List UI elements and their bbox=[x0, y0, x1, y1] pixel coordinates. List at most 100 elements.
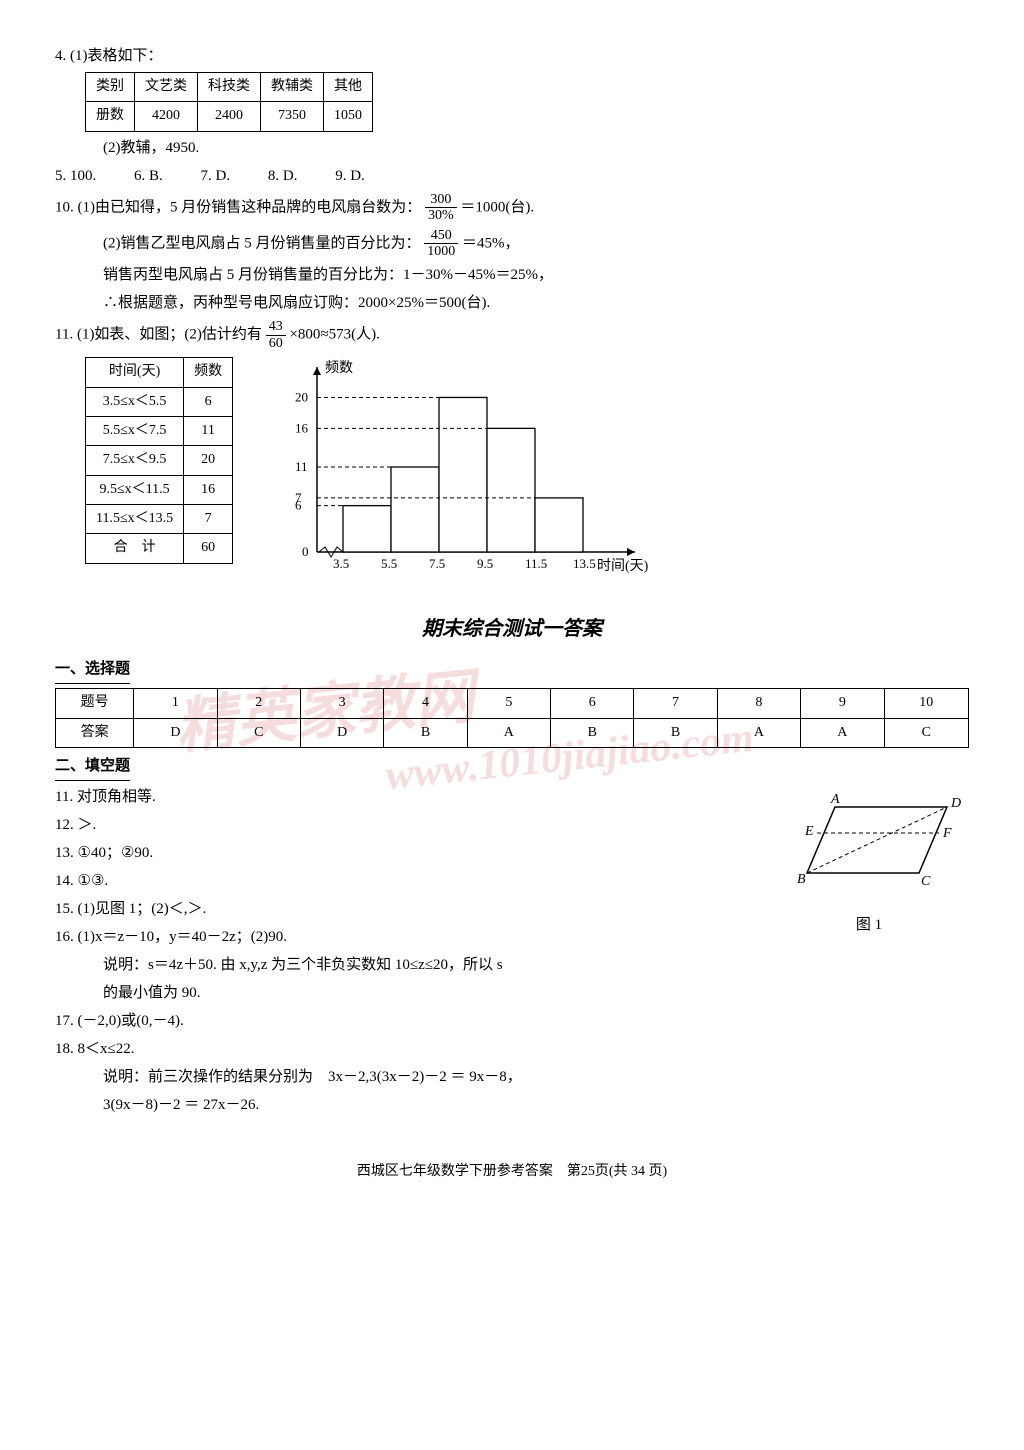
q4-v1: 2400 bbox=[198, 102, 261, 131]
ar9: A bbox=[801, 718, 884, 747]
ah5: 5 bbox=[467, 689, 550, 718]
q11-r11: 11 bbox=[184, 416, 233, 445]
q11-r01: 6 bbox=[184, 387, 233, 416]
q4-part2: (2)教辅，4950. bbox=[55, 136, 969, 160]
q11-table: 时间(天)频数 3.5≤x＜5.56 5.5≤x＜7.511 7.5≤x＜9.5… bbox=[85, 357, 233, 564]
ar4: B bbox=[384, 718, 467, 747]
q10-l2b: ＝45%， bbox=[462, 235, 520, 251]
q11-r21: 20 bbox=[184, 446, 233, 475]
exam-title: 期末综合测试一答案 bbox=[55, 613, 969, 645]
q11-frac: 4360 bbox=[266, 319, 286, 351]
histogram-svg: 频数时间(天)2016117603.55.57.59.511.513.5 bbox=[267, 357, 667, 587]
svg-text:5.5: 5.5 bbox=[381, 556, 397, 571]
svg-text:11: 11 bbox=[295, 459, 308, 474]
fig1-label: 图 1 bbox=[769, 913, 969, 937]
q10-f1d: 30% bbox=[425, 208, 457, 223]
q4-h0: 类别 bbox=[86, 73, 135, 102]
q10-l4: ∴根据题意，丙种型号电风扇应订购：2000×25%＝500(台). bbox=[55, 291, 969, 315]
ar5: A bbox=[467, 718, 550, 747]
ar10: C bbox=[884, 718, 968, 747]
ah9: 9 bbox=[801, 689, 884, 718]
ah0: 题号 bbox=[56, 689, 134, 718]
q10-l3: 销售丙型电风扇占 5 月份销售量的百分比为：1－30%－45%＝25%， bbox=[55, 263, 969, 287]
fig1-svg: A D B C E F bbox=[769, 785, 969, 905]
q11-r20: 7.5≤x＜9.5 bbox=[86, 446, 184, 475]
q11-r31: 16 bbox=[184, 475, 233, 504]
q4-v3: 1050 bbox=[324, 102, 373, 131]
q11-chart: 频数时间(天)2016117603.55.57.59.511.513.5 bbox=[267, 357, 667, 595]
svg-text:3.5: 3.5 bbox=[333, 556, 349, 571]
page-footer: 西城区七年级数学下册参考答案 第25页(共 34 页) bbox=[55, 1161, 969, 1183]
ah7: 7 bbox=[634, 689, 717, 718]
q16-l3: 的最小值为 90. bbox=[55, 981, 969, 1005]
q10-frac2: 4501000 bbox=[424, 228, 458, 260]
q4-rl: 册数 bbox=[86, 102, 135, 131]
ah6: 6 bbox=[551, 689, 634, 718]
q10-l1: 10. (1)由已知得，5 月份销售这种品牌的电风扇台数为： 30030% ＝1… bbox=[55, 192, 969, 224]
svg-text:A: A bbox=[830, 792, 840, 807]
q18-l3: 3(9x－8)－2 ＝ 27x－26. bbox=[55, 1093, 969, 1117]
q10-l1a: 10. (1)由已知得，5 月份销售这种品牌的电风扇台数为： bbox=[55, 199, 421, 215]
ah4: 4 bbox=[384, 689, 467, 718]
mc-5: 5. 100. bbox=[55, 164, 96, 188]
svg-text:D: D bbox=[950, 796, 961, 811]
ar6: B bbox=[551, 718, 634, 747]
q17: 17. (－2,0)或(0,－4). bbox=[55, 1009, 969, 1033]
q10-f1n: 300 bbox=[425, 192, 457, 208]
svg-text:7.5: 7.5 bbox=[429, 556, 445, 571]
q4-h3: 教辅类 bbox=[261, 73, 324, 102]
q10-l2a: (2)销售乙型电风扇占 5 月份销售量的百分比为： bbox=[103, 235, 421, 251]
q11-r00: 3.5≤x＜5.5 bbox=[86, 387, 184, 416]
q11-l1a: 11. (1)如表、如图；(2)估计约有 bbox=[55, 327, 262, 343]
figure-1: A D B C E F 图 1 bbox=[769, 785, 969, 937]
q11-l1: 11. (1)如表、如图；(2)估计约有 4360 ×800≈573(人). bbox=[55, 319, 969, 351]
q10-l2: (2)销售乙型电风扇占 5 月份销售量的百分比为： 4501000 ＝45%， bbox=[55, 228, 969, 260]
mc-row: 5. 100. 6. B. 7. D. 8. D. 9. D. bbox=[55, 164, 969, 188]
svg-text:16: 16 bbox=[295, 420, 309, 435]
svg-text:20: 20 bbox=[295, 390, 308, 405]
q11-r41: 7 bbox=[184, 505, 233, 534]
q11-r40: 11.5≤x＜13.5 bbox=[86, 505, 184, 534]
q4-h2: 科技类 bbox=[198, 73, 261, 102]
q4-intro: 4. (1)表格如下： bbox=[55, 44, 969, 68]
ar0: 答案 bbox=[56, 718, 134, 747]
ar2: C bbox=[217, 718, 300, 747]
q10-f2d: 1000 bbox=[424, 244, 458, 259]
svg-text:B: B bbox=[797, 872, 806, 887]
q18-l1: 18. 8＜x≤22. bbox=[55, 1037, 969, 1061]
q11-fd: 60 bbox=[266, 336, 286, 351]
q11-r30: 9.5≤x＜11.5 bbox=[86, 475, 184, 504]
ah10: 10 bbox=[884, 689, 968, 718]
svg-text:11.5: 11.5 bbox=[525, 556, 547, 571]
mc-6: 6. B. bbox=[134, 164, 163, 188]
svg-text:频数: 频数 bbox=[325, 360, 353, 376]
q4-h4: 其他 bbox=[324, 73, 373, 102]
ar7: B bbox=[634, 718, 717, 747]
ah1: 1 bbox=[134, 689, 217, 718]
sec2-hdr: 二、填空题 bbox=[55, 754, 130, 781]
ar1: D bbox=[134, 718, 217, 747]
q11-l1b: ×800≈573(人). bbox=[289, 327, 379, 343]
q4-table: 类别 文艺类 科技类 教辅类 其他 册数 4200 2400 7350 1050 bbox=[85, 72, 373, 132]
svg-text:时间(天): 时间(天) bbox=[597, 558, 649, 574]
q4-v0: 4200 bbox=[135, 102, 198, 131]
q11-th1: 时间(天) bbox=[86, 358, 184, 387]
q11-r51: 60 bbox=[184, 534, 233, 563]
mc-8: 8. D. bbox=[268, 164, 298, 188]
ar3: D bbox=[300, 718, 383, 747]
mc-9: 9. D. bbox=[335, 164, 365, 188]
ah3: 3 bbox=[300, 689, 383, 718]
q18-l2: 说明：前三次操作的结果分别为 3x－2,3(3x－2)－2 ＝ 9x－8， bbox=[55, 1065, 969, 1089]
q4-h1: 文艺类 bbox=[135, 73, 198, 102]
q10-f2n: 450 bbox=[424, 228, 458, 244]
svg-text:C: C bbox=[921, 874, 931, 889]
svg-text:6: 6 bbox=[295, 498, 302, 513]
ah8: 8 bbox=[717, 689, 800, 718]
svg-text:9.5: 9.5 bbox=[477, 556, 493, 571]
q4-v2: 7350 bbox=[261, 102, 324, 131]
q11-th2: 频数 bbox=[184, 358, 233, 387]
answer-table: 题号 1 2 3 4 5 6 7 8 9 10 答案 D C D B A B B… bbox=[55, 688, 969, 748]
q11-r10: 5.5≤x＜7.5 bbox=[86, 416, 184, 445]
mc-7: 7. D. bbox=[201, 164, 231, 188]
ar8: A bbox=[717, 718, 800, 747]
